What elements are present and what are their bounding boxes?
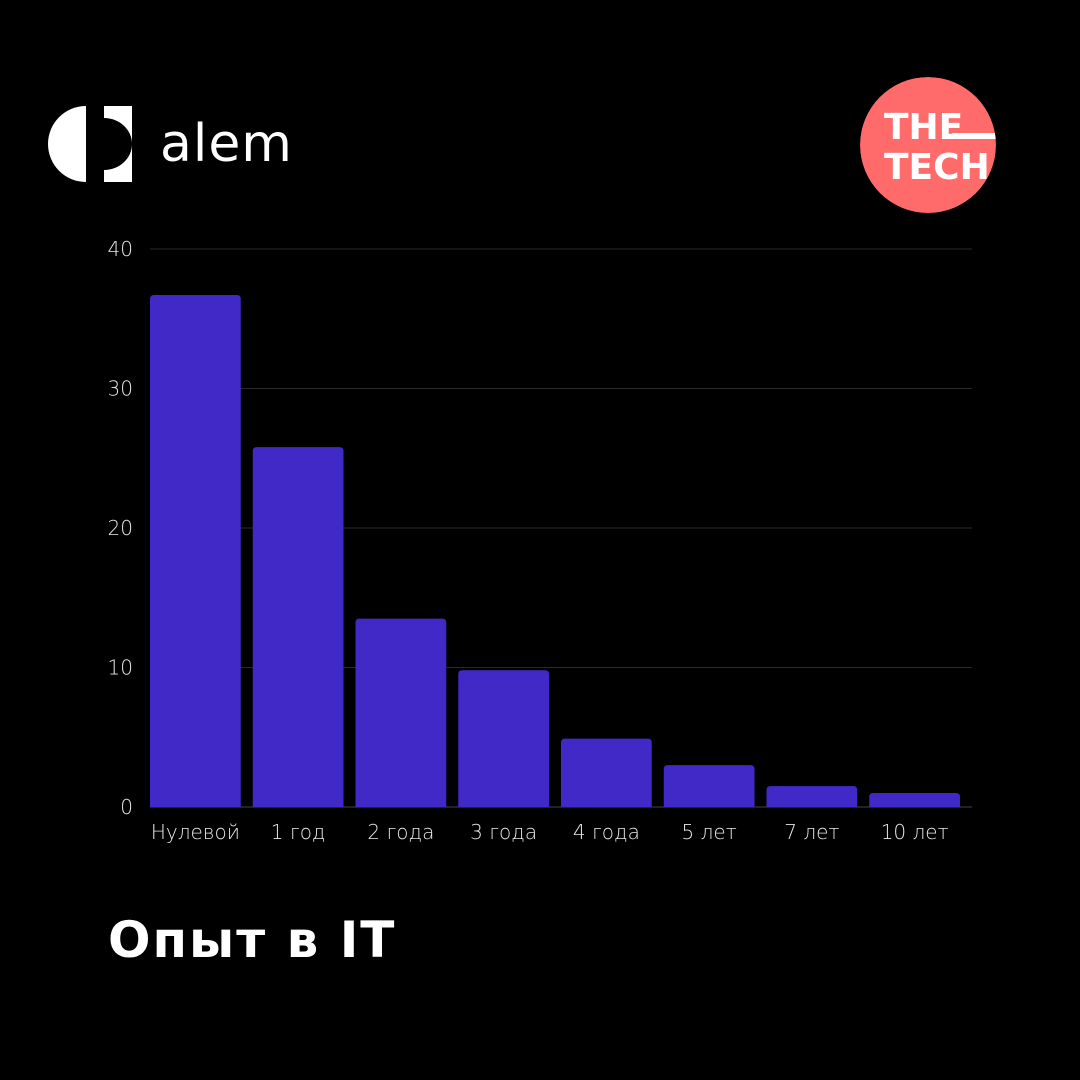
bar <box>869 793 960 807</box>
x-tick-label: 7 лет <box>784 820 839 844</box>
bar <box>663 765 755 807</box>
x-axis-labels: Нулевой 1 год 2 года 3 года 4 года 5 лет 7 лет… <box>151 820 949 844</box>
y-axis-labels: 0 10 20 30 40 <box>108 237 133 819</box>
bars <box>150 295 960 807</box>
y-tick-label: 20 <box>108 516 133 540</box>
bar <box>252 447 344 807</box>
x-tick-label: 5 лет <box>682 820 737 844</box>
y-tick-label: 40 <box>108 237 133 261</box>
bar <box>355 618 447 807</box>
the-tech-badge-icon: THE TECH <box>860 77 996 213</box>
y-tick-label: 0 <box>120 795 133 819</box>
x-tick-label: Нулевой <box>151 820 240 844</box>
alem-logo-icon <box>48 106 132 182</box>
chart-title: Опыт в IT <box>108 911 397 969</box>
y-tick-label: 10 <box>108 656 133 680</box>
x-tick-label: 1 год <box>271 820 326 844</box>
partner-line2: TECH <box>884 147 990 188</box>
partner-line1: THE <box>884 107 963 148</box>
bar <box>561 738 652 807</box>
x-tick-label: 10 лет <box>881 820 949 844</box>
x-tick-label: 3 года <box>470 820 537 844</box>
x-tick-label: 2 года <box>367 820 434 844</box>
brand: alem <box>44 104 293 184</box>
bar <box>150 295 241 807</box>
bar <box>766 786 858 807</box>
x-tick-label: 4 года <box>573 820 640 844</box>
brand-name: alem <box>160 114 293 174</box>
bar <box>458 670 549 807</box>
y-tick-label: 30 <box>108 377 133 401</box>
